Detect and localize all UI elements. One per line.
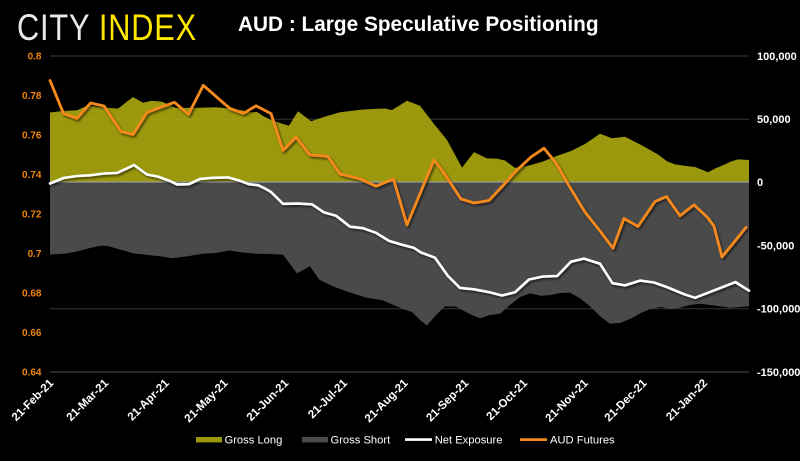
svg-text:0.68: 0.68 xyxy=(22,289,42,300)
svg-text:AUD Futures: AUD Futures xyxy=(550,435,615,447)
svg-text:0.78: 0.78 xyxy=(22,91,42,102)
svg-text:0: 0 xyxy=(757,177,763,189)
svg-text:0.66: 0.66 xyxy=(22,328,42,339)
svg-text:Gross Long: Gross Long xyxy=(225,435,283,447)
svg-text:0.7: 0.7 xyxy=(28,249,42,260)
svg-text:Net Exposure: Net Exposure xyxy=(435,435,503,447)
svg-text:100,000: 100,000 xyxy=(757,51,797,63)
svg-text:0.64: 0.64 xyxy=(22,368,42,379)
svg-text:0.76: 0.76 xyxy=(22,131,42,142)
svg-text:Gross Short: Gross Short xyxy=(331,435,392,447)
svg-text:-150,000: -150,000 xyxy=(757,367,800,379)
svg-text:AUD : Large Speculative Positi: AUD : Large Speculative Positioning xyxy=(238,13,599,36)
svg-text:-50,000: -50,000 xyxy=(757,240,794,252)
svg-text:0.74: 0.74 xyxy=(22,170,42,181)
svg-text:-100,000: -100,000 xyxy=(757,304,800,316)
svg-text:0.8: 0.8 xyxy=(28,52,42,63)
svg-text:0.72: 0.72 xyxy=(22,210,42,221)
svg-text:50,000: 50,000 xyxy=(757,114,791,126)
